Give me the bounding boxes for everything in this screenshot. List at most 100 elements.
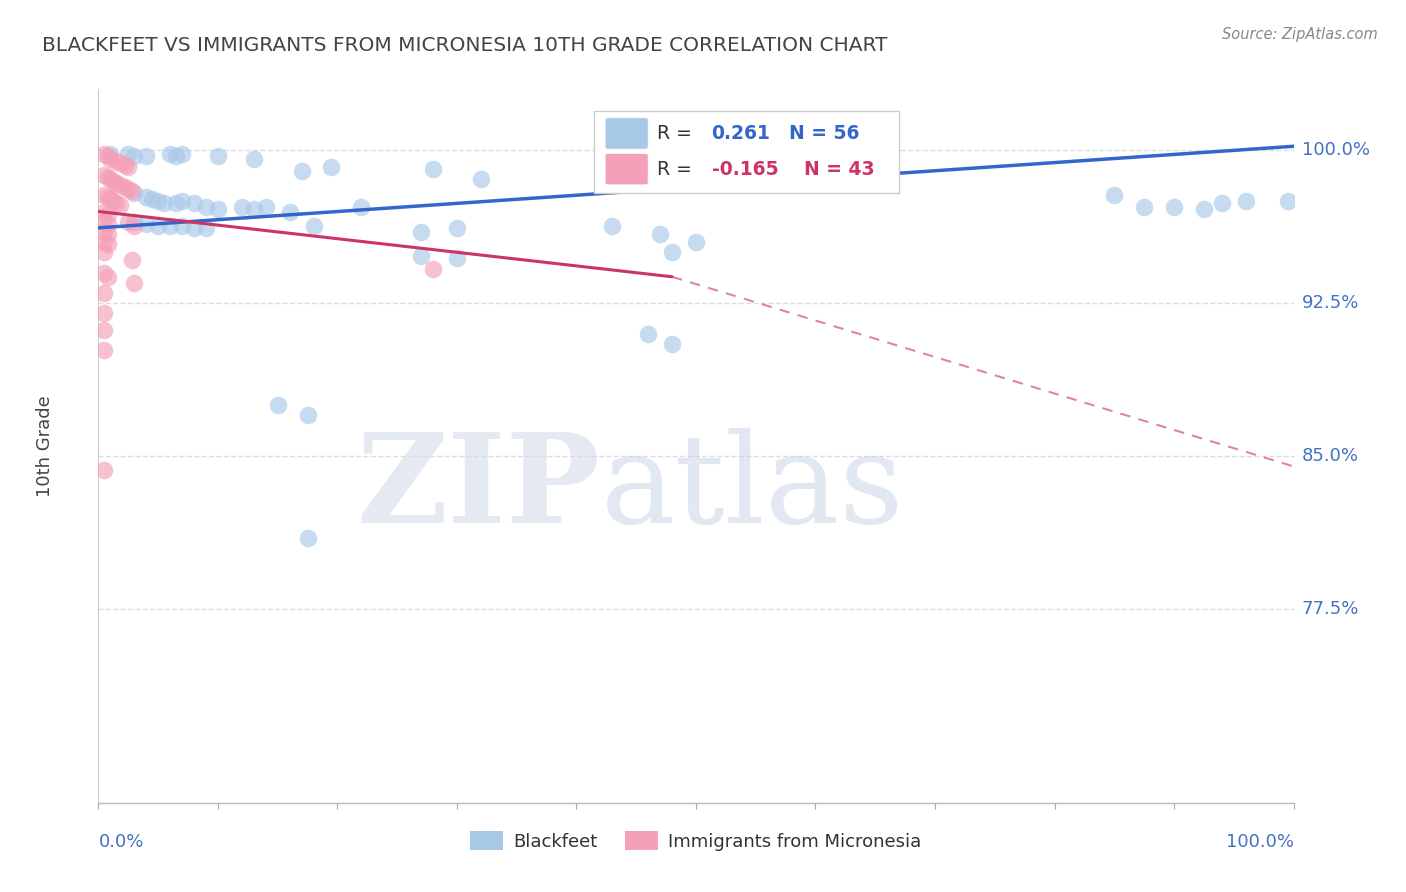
Point [97, 190, 120, 204]
Point [93, 343, 115, 358]
Point [290, 163, 312, 178]
Point [422, 261, 444, 276]
Point [637, 326, 659, 341]
Point [108, 155, 131, 169]
Point [135, 190, 157, 204]
Point [101, 194, 124, 209]
Point [153, 196, 176, 211]
Point [207, 202, 229, 217]
Point [105, 176, 128, 190]
Point [114, 158, 136, 172]
Point [243, 152, 266, 166]
Text: N = 56: N = 56 [789, 124, 859, 143]
Text: 85.0%: 85.0% [1302, 447, 1358, 466]
Point [446, 252, 468, 266]
Point [165, 149, 187, 163]
Point [93, 266, 115, 280]
Point [105, 196, 128, 211]
Text: -0.165: -0.165 [711, 160, 778, 178]
Point [93, 225, 115, 239]
Point [411, 225, 433, 239]
Text: BLACKFEET VS IMMIGRANTS FROM MICRONESIA 10TH GRADE CORRELATION CHART: BLACKFEET VS IMMIGRANTS FROM MICRONESIA … [42, 36, 887, 54]
Point [98, 147, 122, 161]
Point [1211, 196, 1233, 211]
Point [600, 219, 623, 233]
Point [93, 306, 115, 320]
Point [101, 174, 124, 188]
Point [231, 201, 253, 215]
Point [321, 160, 343, 174]
Point [278, 204, 301, 219]
Point [172, 147, 194, 161]
Point [297, 409, 319, 423]
Point [108, 198, 131, 212]
Point [254, 201, 277, 215]
Text: R =: R = [657, 124, 697, 143]
Point [648, 227, 672, 241]
Point [124, 186, 146, 201]
Point [117, 160, 139, 174]
Point [297, 531, 319, 545]
Point [243, 202, 266, 217]
Point [93, 286, 115, 301]
Point [93, 168, 115, 182]
Text: 0.261: 0.261 [711, 124, 770, 143]
Point [93, 235, 115, 249]
Text: 92.5%: 92.5% [1302, 294, 1360, 312]
FancyBboxPatch shape [605, 118, 648, 149]
Point [121, 184, 143, 198]
Point [98, 172, 122, 186]
Point [98, 152, 122, 166]
Point [207, 149, 229, 163]
Text: R =: R = [657, 160, 697, 178]
Point [97, 206, 120, 220]
Point [148, 194, 170, 209]
Point [97, 227, 120, 241]
Point [1133, 201, 1156, 215]
Point [117, 147, 139, 161]
Point [105, 153, 128, 168]
Point [194, 220, 217, 235]
Point [141, 192, 163, 206]
Point [97, 149, 120, 163]
Point [470, 172, 492, 186]
Point [194, 201, 217, 215]
Point [121, 253, 143, 268]
Point [183, 220, 205, 235]
Point [124, 276, 146, 290]
Point [124, 149, 146, 163]
Point [661, 337, 683, 351]
Point [1102, 188, 1125, 202]
Point [1163, 201, 1185, 215]
Point [1192, 202, 1215, 217]
Point [411, 249, 433, 263]
Text: N = 43: N = 43 [804, 160, 875, 178]
Point [108, 178, 131, 192]
Point [93, 147, 115, 161]
Point [135, 149, 157, 163]
Point [135, 217, 157, 231]
FancyBboxPatch shape [595, 111, 900, 193]
Point [148, 219, 170, 233]
Legend: Blackfeet, Immigrants from Micronesia: Blackfeet, Immigrants from Micronesia [463, 824, 929, 858]
Text: 100.0%: 100.0% [1302, 141, 1369, 160]
Point [117, 215, 139, 229]
Point [661, 245, 683, 260]
Point [93, 204, 115, 219]
Point [302, 219, 325, 233]
Point [422, 161, 444, 176]
Point [172, 219, 194, 233]
Text: Source: ZipAtlas.com: Source: ZipAtlas.com [1222, 27, 1378, 42]
Point [93, 323, 115, 337]
Point [1277, 194, 1299, 209]
Point [98, 192, 122, 206]
Point [93, 245, 115, 260]
Point [159, 147, 181, 161]
Point [97, 269, 120, 284]
Point [97, 217, 120, 231]
Point [93, 463, 115, 477]
Text: atlas: atlas [600, 428, 904, 549]
Point [124, 219, 146, 233]
Point [97, 237, 120, 252]
Point [172, 194, 194, 209]
